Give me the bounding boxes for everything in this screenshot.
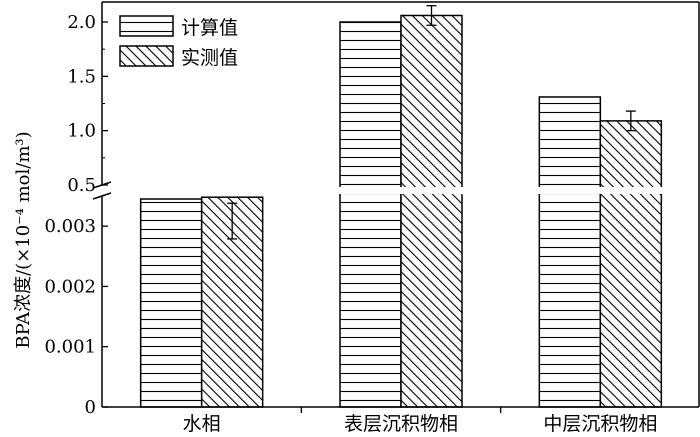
axes-layer [92,1,700,408]
legend: 计算值 实测值 [119,15,238,69]
legend-swatch-calculated [119,15,174,37]
bar-break-gap-1-2 [599,187,663,194]
bar-calculated-0 [139,198,203,408]
error-bar-1 [426,5,437,26]
x-tick-label-1: 表层沉积物相 [344,413,458,435]
bar-break-gap-1-1 [400,187,463,194]
tick-layer: 0 0.001 0.002 0.003 0.5 1.0 1.5 2.0 [44,12,502,418]
bar-measured-2 [599,120,663,408]
bar-break-gap-0-2 [538,187,602,194]
y-tick-label-up-1: 1.0 [67,121,96,142]
y-tick-label-low-3: 0.003 [44,216,96,237]
axis-break-layer [339,187,663,194]
x-tick-labels: 水相 表层沉积物相 中层沉积物相 [183,413,658,435]
x-tick-label-0: 水相 [183,413,221,435]
legend-label-calculated: 计算值 [181,17,238,39]
bars-layer [139,14,663,408]
y-tick-label-up-0: 0.5 [67,175,96,196]
bar-measured-1 [400,14,463,408]
error-bar-0 [227,202,238,240]
y-axis-title: BPA浓度/(×10⁻⁴ mol/m³) [13,131,34,348]
y-tick-label-low-2: 0.002 [44,276,96,297]
error-bar-2 [625,110,636,132]
legend-label-measured: 实测值 [181,47,238,69]
axis-break-mark-lower [92,192,112,200]
bar-break-gap-0-1 [339,187,402,194]
y-tick-label-low-0: 0 [85,397,96,418]
error-bars-layer [227,5,636,240]
legend-swatch-measured [119,45,174,67]
x-tick-label-2: 中层沉积物相 [543,413,657,435]
bar-calculated-1 [339,21,402,408]
bar-calculated-2 [538,96,602,408]
y-tick-label-up-2: 1.5 [67,66,96,87]
y-tick-label-up-3: 2.0 [67,12,96,33]
y-tick-label-low-1: 0.001 [44,337,96,358]
